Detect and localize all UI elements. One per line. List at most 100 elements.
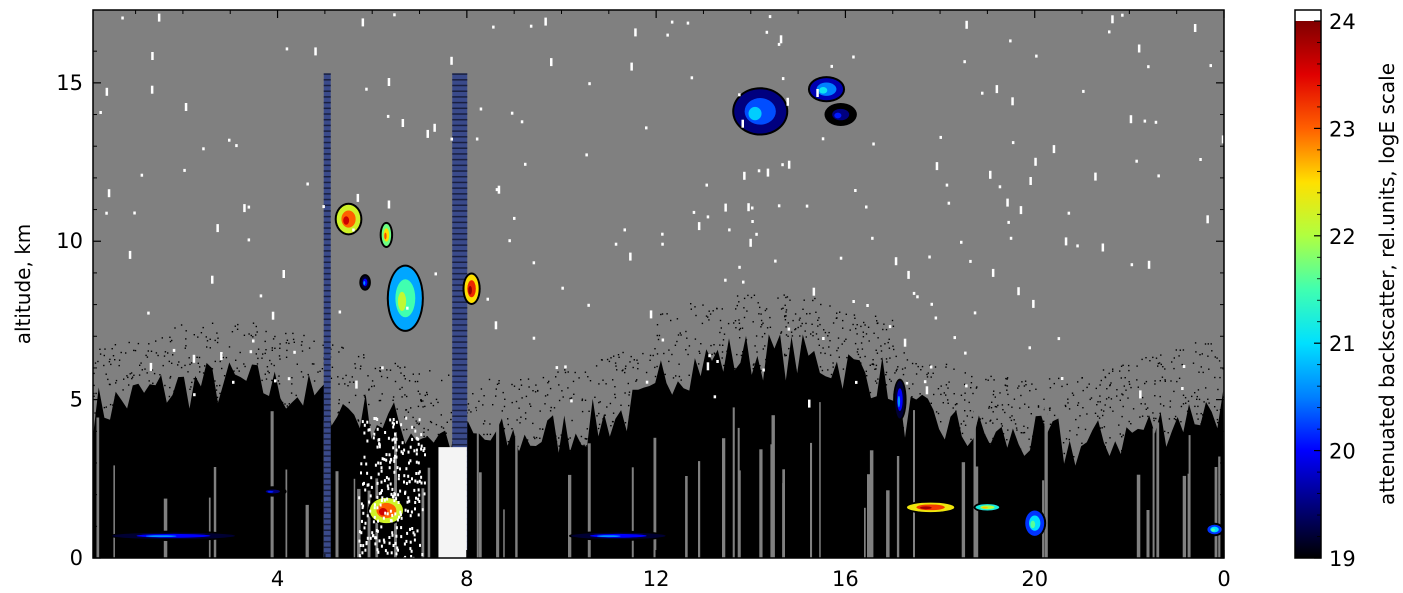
noise-dot bbox=[585, 445, 588, 447]
clipped-speck bbox=[360, 531, 363, 535]
noise-dot bbox=[633, 359, 635, 361]
noise-dot bbox=[860, 363, 862, 365]
noise-dot bbox=[1084, 462, 1087, 465]
noise-dot bbox=[351, 376, 353, 378]
clipped-speck bbox=[372, 520, 375, 524]
cloud-feature bbox=[973, 502, 1002, 513]
noise-dot bbox=[542, 428, 544, 430]
column-stripe bbox=[452, 255, 468, 258]
noise-dot bbox=[1028, 406, 1030, 408]
noise-dot bbox=[1127, 448, 1129, 450]
noise-dot bbox=[385, 441, 387, 443]
noise-dot bbox=[638, 395, 641, 398]
noise-dot bbox=[504, 454, 506, 457]
clipped-speck bbox=[397, 548, 399, 552]
noise-dot bbox=[427, 429, 429, 431]
noise-dot bbox=[723, 333, 726, 335]
noise-dot bbox=[521, 397, 523, 399]
noise-dot bbox=[953, 393, 955, 395]
clipped-speck bbox=[964, 351, 967, 355]
noise-dot bbox=[1006, 378, 1008, 380]
clipped-speck bbox=[749, 238, 752, 247]
noise-dot bbox=[1173, 367, 1175, 370]
clipped-speck bbox=[404, 491, 406, 495]
clipped-speck bbox=[378, 445, 381, 449]
noise-dot bbox=[1036, 435, 1038, 438]
noise-dot bbox=[520, 416, 522, 418]
noise-dot bbox=[624, 392, 626, 394]
noise-dot bbox=[1102, 369, 1105, 371]
clipped-speck bbox=[414, 479, 417, 483]
noise-dot bbox=[784, 353, 786, 356]
noise-dot bbox=[919, 420, 922, 422]
noise-dot bbox=[860, 325, 862, 328]
column-stripe bbox=[323, 170, 331, 172]
noise-dot bbox=[766, 327, 769, 329]
noise-dot bbox=[824, 352, 826, 355]
clipped-speck bbox=[907, 270, 910, 279]
noise-dot bbox=[1197, 389, 1200, 391]
clipped-speck bbox=[396, 466, 399, 470]
noise-dot bbox=[964, 383, 966, 386]
gap-streak bbox=[353, 478, 356, 558]
cloud-feature bbox=[568, 530, 668, 541]
noise-dot bbox=[1126, 436, 1128, 439]
noise-dot bbox=[205, 336, 207, 338]
noise-dot bbox=[368, 389, 370, 391]
noise-dot bbox=[718, 361, 720, 363]
noise-dot bbox=[1011, 406, 1013, 408]
noise-dot bbox=[252, 322, 255, 324]
clipped-speck bbox=[871, 236, 874, 240]
noise-dot bbox=[113, 416, 115, 418]
noise-dot bbox=[1110, 382, 1112, 384]
noise-dot bbox=[531, 449, 534, 451]
noise-dot bbox=[831, 377, 834, 380]
noise-dot bbox=[1053, 414, 1056, 417]
clipped-speck bbox=[475, 137, 479, 141]
column-stripe bbox=[452, 358, 468, 360]
noise-dot bbox=[971, 443, 973, 445]
noise-dot bbox=[956, 432, 958, 435]
clipped-speck bbox=[392, 544, 395, 547]
column-stripe bbox=[452, 204, 468, 206]
noise-dot bbox=[437, 433, 440, 436]
noise-dot bbox=[567, 387, 569, 389]
noise-dot bbox=[266, 366, 269, 368]
clipped-speck bbox=[751, 220, 754, 223]
noise-dot bbox=[883, 323, 885, 325]
noise-dot bbox=[993, 439, 995, 441]
noise-dot bbox=[907, 431, 909, 434]
noise-dot bbox=[534, 437, 536, 440]
noise-dot bbox=[601, 450, 603, 452]
noise-dot bbox=[169, 386, 171, 389]
noise-dot bbox=[989, 442, 991, 445]
noise-dot bbox=[1101, 427, 1103, 429]
clipped-speck bbox=[424, 453, 426, 457]
noise-dot bbox=[679, 332, 681, 334]
clipped-speck bbox=[381, 496, 384, 500]
clipped-speck bbox=[395, 497, 398, 501]
noise-dot bbox=[1119, 399, 1121, 401]
noise-dot bbox=[1208, 368, 1210, 370]
noise-dot bbox=[790, 331, 793, 333]
noise-dot bbox=[379, 399, 382, 402]
noise-dot bbox=[993, 390, 995, 392]
clipped-speck bbox=[362, 544, 365, 548]
noise-dot bbox=[435, 423, 438, 426]
noise-dot bbox=[222, 396, 224, 399]
noise-dot bbox=[163, 404, 166, 407]
clipped-speck bbox=[372, 534, 375, 538]
clipped-speck bbox=[1129, 115, 1133, 124]
noise-dot bbox=[174, 327, 176, 329]
noise-dot bbox=[815, 311, 817, 313]
noise-dot bbox=[492, 438, 495, 440]
noise-dot bbox=[854, 369, 856, 371]
noise-dot bbox=[357, 419, 359, 421]
noise-dot bbox=[618, 356, 620, 358]
noise-dot bbox=[101, 418, 103, 421]
noise-dot bbox=[386, 369, 388, 371]
clipped-speck bbox=[1076, 244, 1079, 248]
clipped-speck bbox=[366, 420, 369, 424]
noise-dot bbox=[869, 391, 872, 394]
noise-dot bbox=[947, 402, 949, 404]
